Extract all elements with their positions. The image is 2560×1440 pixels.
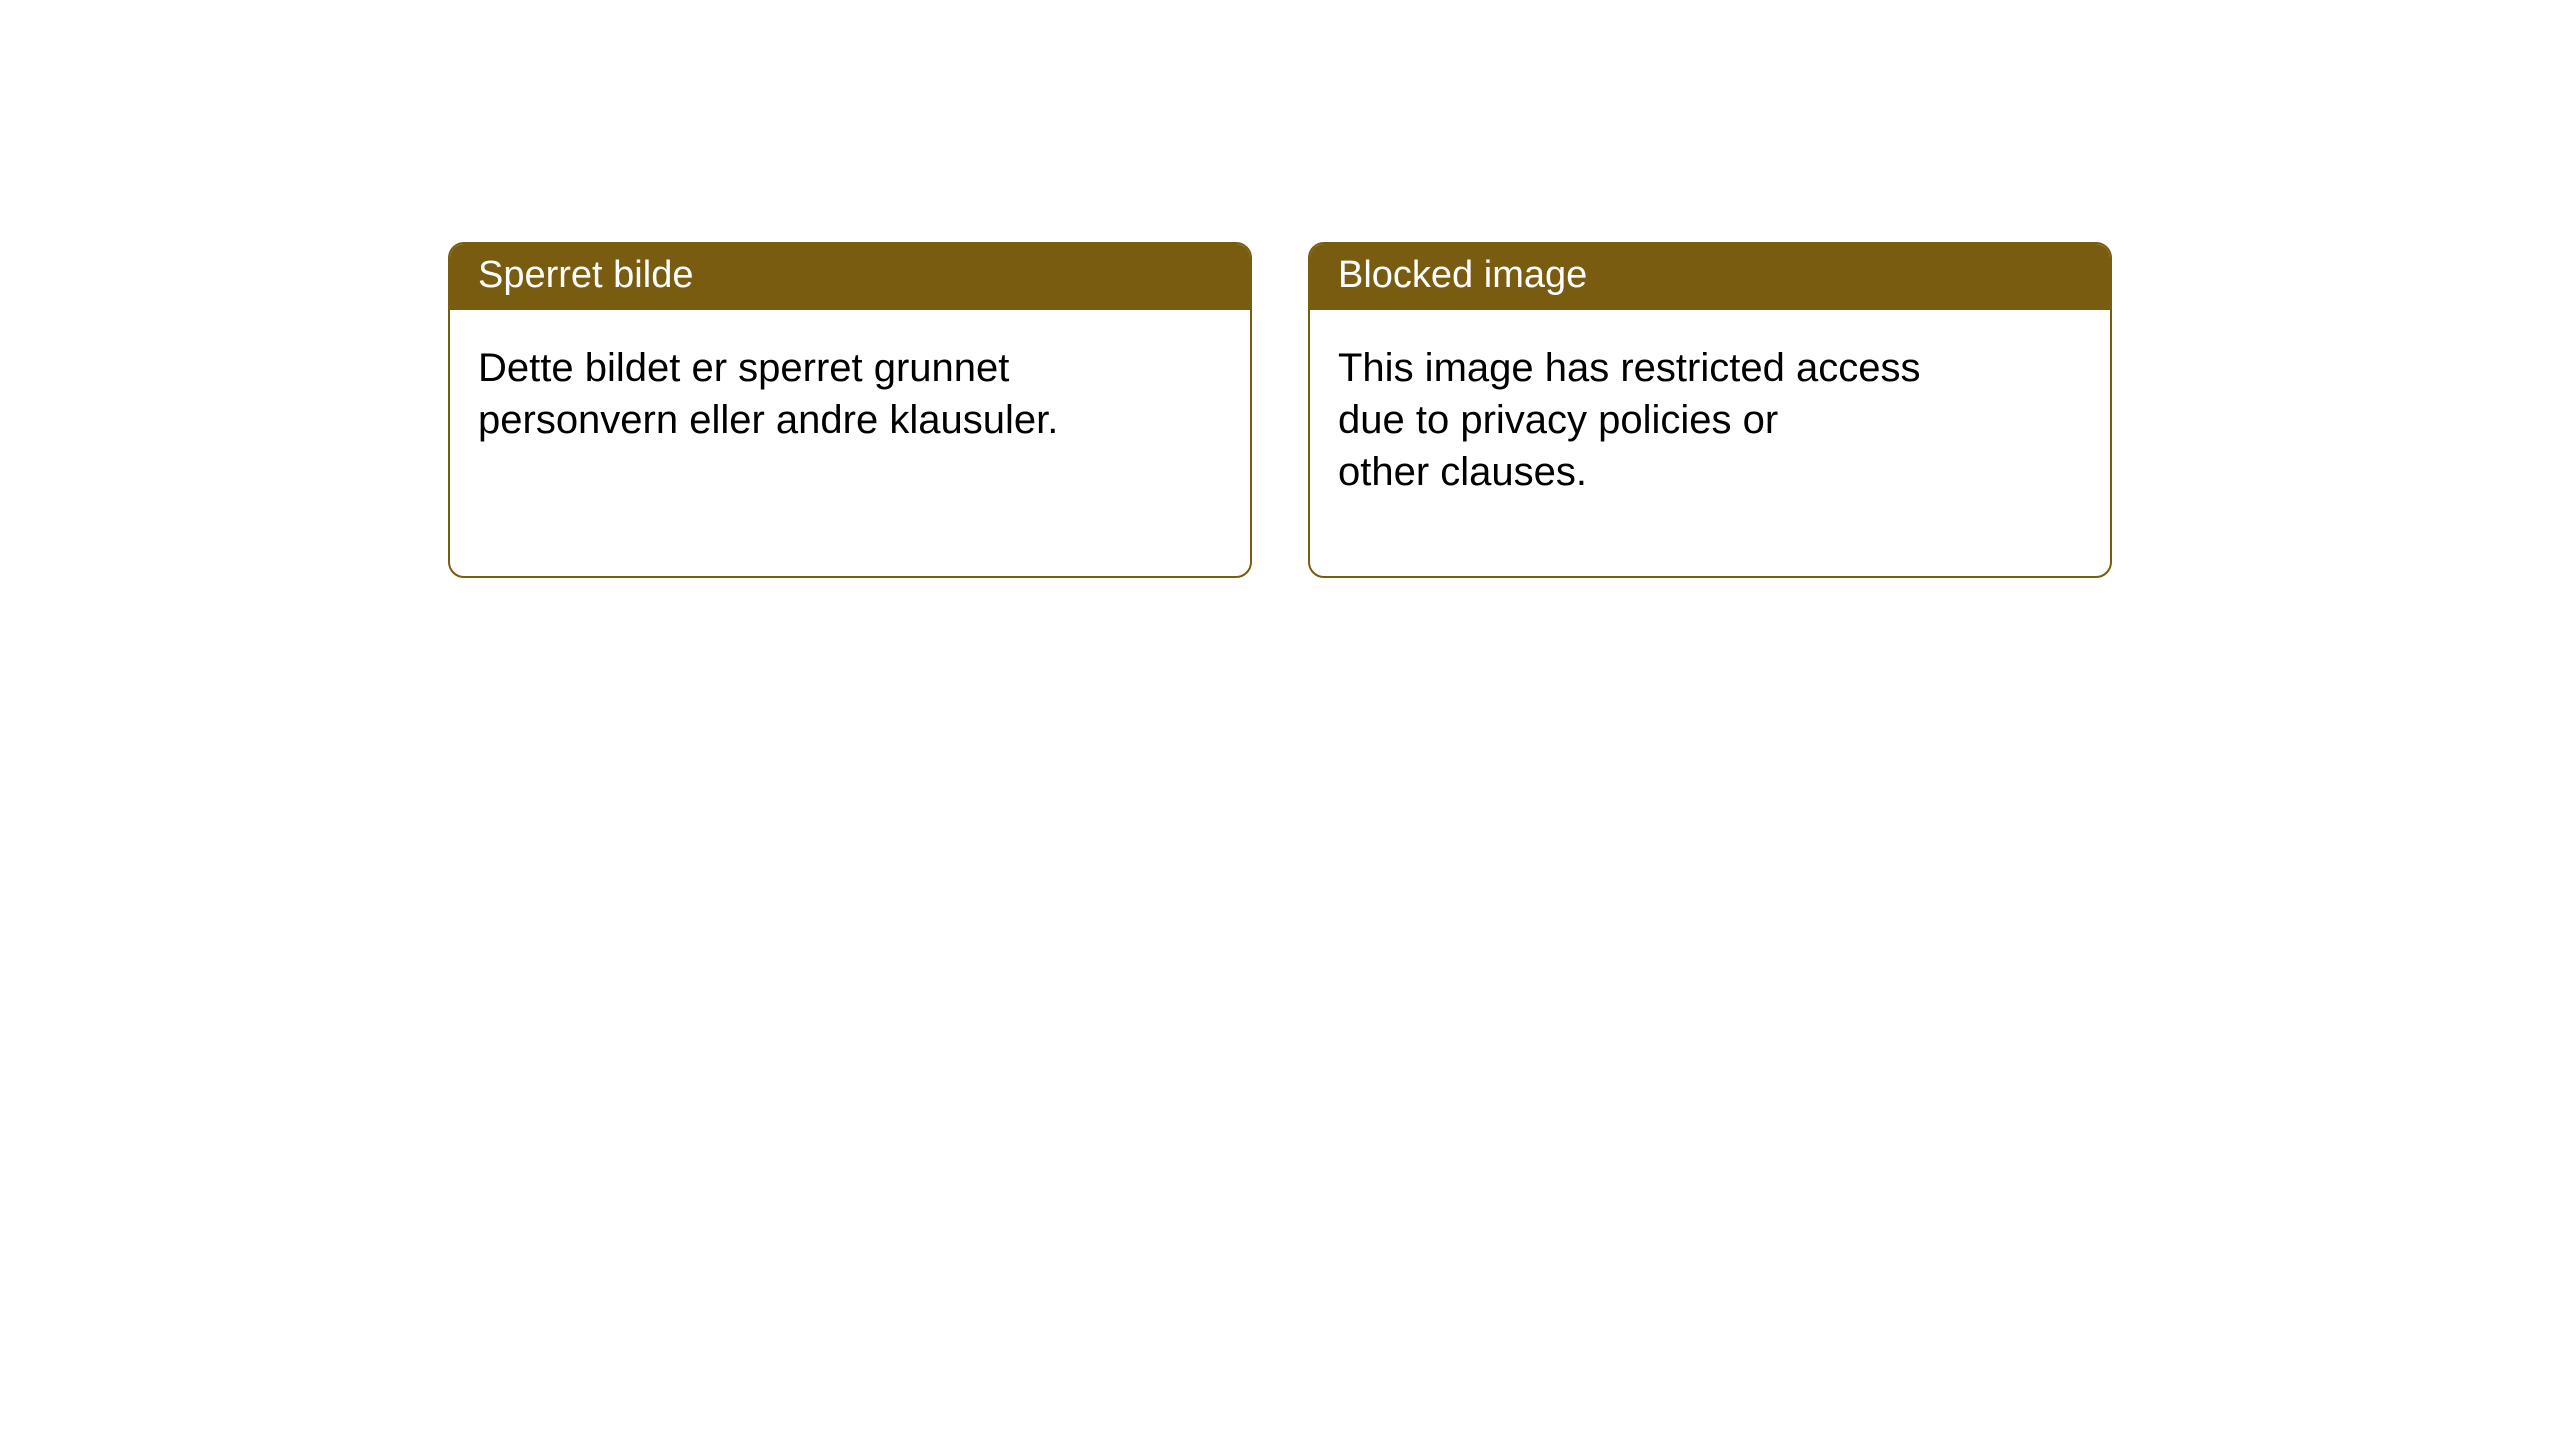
notice-card-body: This image has restricted access due to … — [1310, 310, 2110, 530]
notice-container: Sperret bilde Dette bildet er sperret gr… — [0, 0, 2560, 578]
notice-card-no: Sperret bilde Dette bildet er sperret gr… — [448, 242, 1252, 578]
notice-card-body: Dette bildet er sperret grunnet personve… — [450, 310, 1250, 478]
notice-card-title: Blocked image — [1310, 244, 2110, 310]
notice-card-en: Blocked image This image has restricted … — [1308, 242, 2112, 578]
notice-card-title: Sperret bilde — [450, 244, 1250, 310]
